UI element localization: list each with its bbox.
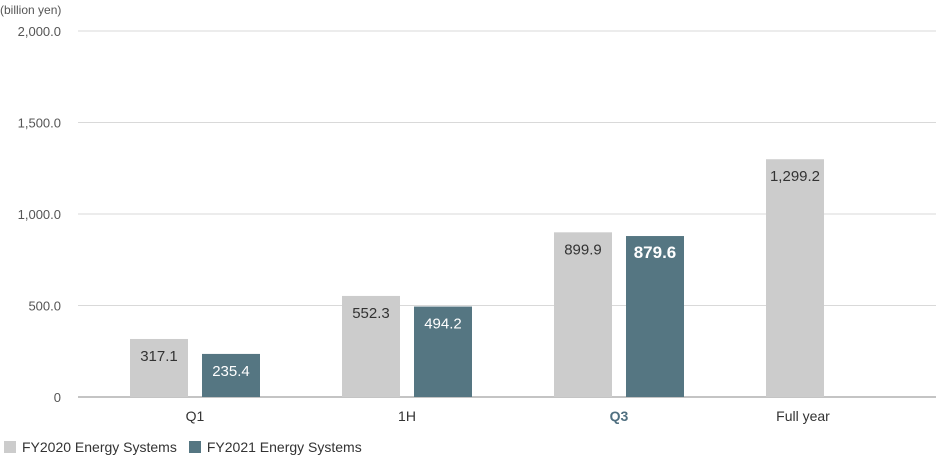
bars: 317.1 235.4 552.3 494.2 899.9 879.6 1,299.2 [130, 159, 824, 397]
data-label: 235.4 [212, 363, 250, 380]
unit-label: (billion yen) [0, 3, 61, 17]
y-tick-label: 0 [54, 390, 61, 405]
bar-fy2020-q3 [554, 232, 612, 397]
bar-fy2021-q1 [202, 353, 260, 397]
x-category-label: 1H [398, 408, 416, 424]
legend: FY2020 Energy Systems FY2021 Energy Syst… [4, 438, 374, 456]
y-tick-label: 500.0 [28, 299, 61, 314]
y-tick-label: 2,000.0 [18, 24, 61, 39]
bar-fy2020-q1 [130, 338, 188, 397]
bar-fy2021-q3 [626, 236, 684, 397]
y-axis: 2,000.0 1,500.0 1,000.0 500.0 0 [18, 24, 61, 405]
y-tick-label: 1,000.0 [18, 207, 61, 222]
legend-swatch-fy2020 [4, 441, 16, 453]
x-category-label: Q3 [610, 408, 629, 424]
data-label: 317.1 [140, 348, 178, 365]
data-label: 1,299.2 [770, 168, 820, 185]
x-category-label: Q1 [186, 408, 205, 424]
bar-fy2020-full-year [766, 159, 824, 397]
legend-swatch-fy2021 [188, 441, 201, 453]
data-label: 494.2 [424, 316, 462, 333]
x-axis: Q1 1H Q3 Full year [186, 408, 831, 424]
legend-label-fy2021: FY2021 Energy Systems [206, 439, 362, 455]
legend-item-fy2020: FY2020 Energy Systems [4, 439, 177, 455]
x-category-label: Full year [776, 408, 830, 424]
bar-fy2020-1h [342, 295, 400, 397]
legend-label-fy2020: FY2020 Energy Systems [22, 439, 177, 455]
legend-item-fy2021: FY2021 Energy Systems [188, 439, 362, 455]
bar-fy2021-1h [414, 306, 472, 397]
data-label: 552.3 [352, 305, 390, 322]
data-label: 899.9 [564, 241, 602, 258]
data-label: 879.6 [634, 243, 677, 262]
y-tick-label: 1,500.0 [18, 116, 61, 131]
